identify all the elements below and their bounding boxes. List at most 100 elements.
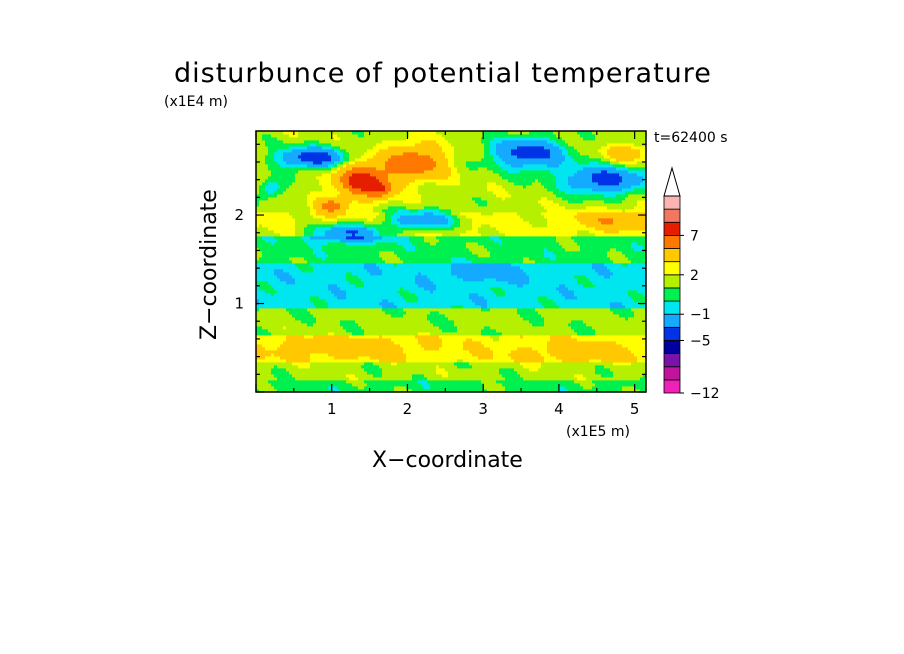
field-cell <box>265 314 269 318</box>
field-cell <box>358 161 362 165</box>
field-cell <box>376 314 380 318</box>
field-cell <box>310 362 314 366</box>
field-cell <box>337 203 341 207</box>
field-cell <box>394 344 398 348</box>
field-cell <box>427 296 431 300</box>
field-cell <box>376 248 380 252</box>
field-cell <box>361 275 365 279</box>
field-cell <box>334 347 338 351</box>
field-cell <box>313 200 317 204</box>
field-cell <box>268 134 272 138</box>
field-cell <box>268 152 272 156</box>
field-cell <box>286 251 290 255</box>
field-cell <box>292 371 296 375</box>
field-cell <box>382 302 386 306</box>
field-cell <box>274 383 278 387</box>
field-cell <box>400 263 404 267</box>
field-cell <box>283 191 287 195</box>
field-cell <box>331 281 335 285</box>
field-cell <box>412 278 416 282</box>
field-cell <box>352 209 356 213</box>
field-cell <box>295 299 299 303</box>
field-cell <box>265 350 269 354</box>
field-cell <box>292 314 296 318</box>
field-cell <box>388 335 392 339</box>
field-cell <box>388 326 392 330</box>
field-cell <box>385 176 389 180</box>
field-cell <box>298 356 302 360</box>
field-cell <box>289 248 293 252</box>
field-cell <box>358 323 362 327</box>
field-cell <box>343 158 347 162</box>
field-cell <box>337 347 341 351</box>
field-cell <box>370 287 374 291</box>
field-cell <box>352 260 356 264</box>
field-cell <box>313 362 317 366</box>
field-cell <box>379 155 383 159</box>
field-cell <box>307 152 311 156</box>
field-cell <box>400 257 404 261</box>
field-cell <box>376 230 380 234</box>
field-cell <box>319 284 323 288</box>
field-cell <box>307 311 311 315</box>
field-cell <box>334 287 338 291</box>
field-cell <box>307 320 311 324</box>
field-cell <box>364 131 368 135</box>
field-cell <box>331 389 335 393</box>
field-cell <box>370 233 374 237</box>
field-cell <box>280 302 284 306</box>
field-cell <box>385 152 389 156</box>
field-cell <box>322 248 326 252</box>
field-cell <box>355 245 359 249</box>
field-cell <box>289 377 293 381</box>
field-cell <box>334 311 338 315</box>
field-cell <box>265 185 269 189</box>
field-cell <box>268 137 272 141</box>
field-cell <box>292 293 296 297</box>
field-cell <box>367 371 371 375</box>
field-cell <box>361 257 365 261</box>
field-cell <box>322 284 326 288</box>
field-cell <box>352 212 356 216</box>
field-cell <box>292 365 296 369</box>
field-cell <box>262 188 266 192</box>
field-cell <box>379 386 383 390</box>
field-cell <box>259 134 263 138</box>
field-cell <box>376 200 380 204</box>
field-cell <box>307 206 311 210</box>
field-cell <box>271 215 275 219</box>
field-cell <box>376 218 380 222</box>
field-cell <box>355 350 359 354</box>
field-cell <box>346 302 350 306</box>
field-cell <box>328 344 332 348</box>
field-cell <box>397 281 401 285</box>
field-cell <box>325 182 329 186</box>
field-cell <box>376 344 380 348</box>
field-cell <box>406 308 410 312</box>
field-cell <box>394 272 398 276</box>
field-cell <box>262 170 266 174</box>
field-cell <box>358 266 362 270</box>
field-cell <box>355 341 359 345</box>
field-cell <box>370 386 374 390</box>
field-cell <box>265 287 269 291</box>
field-cell <box>412 254 416 258</box>
field-cell <box>298 305 302 309</box>
field-cell <box>418 347 422 351</box>
field-cell <box>301 290 305 294</box>
field-cell <box>409 233 413 237</box>
field-cell <box>331 293 335 297</box>
field-cell <box>283 389 287 393</box>
x-axis-label: X−coordinate <box>372 448 523 473</box>
field-cell <box>295 320 299 324</box>
field-cell <box>280 341 284 345</box>
field-cell <box>403 374 407 378</box>
field-cell <box>361 188 365 192</box>
field-cell <box>400 224 404 228</box>
field-cell <box>331 320 335 324</box>
field-cell <box>370 311 374 315</box>
field-cell <box>382 161 386 165</box>
field-cell <box>343 251 347 255</box>
field-cell <box>409 245 413 249</box>
field-cell <box>337 350 341 354</box>
